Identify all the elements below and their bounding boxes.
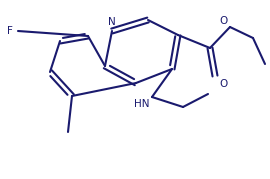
Text: F: F — [7, 26, 13, 36]
Text: HN: HN — [134, 99, 150, 109]
Text: O: O — [220, 16, 228, 26]
Text: O: O — [219, 79, 227, 89]
Text: N: N — [108, 17, 116, 27]
